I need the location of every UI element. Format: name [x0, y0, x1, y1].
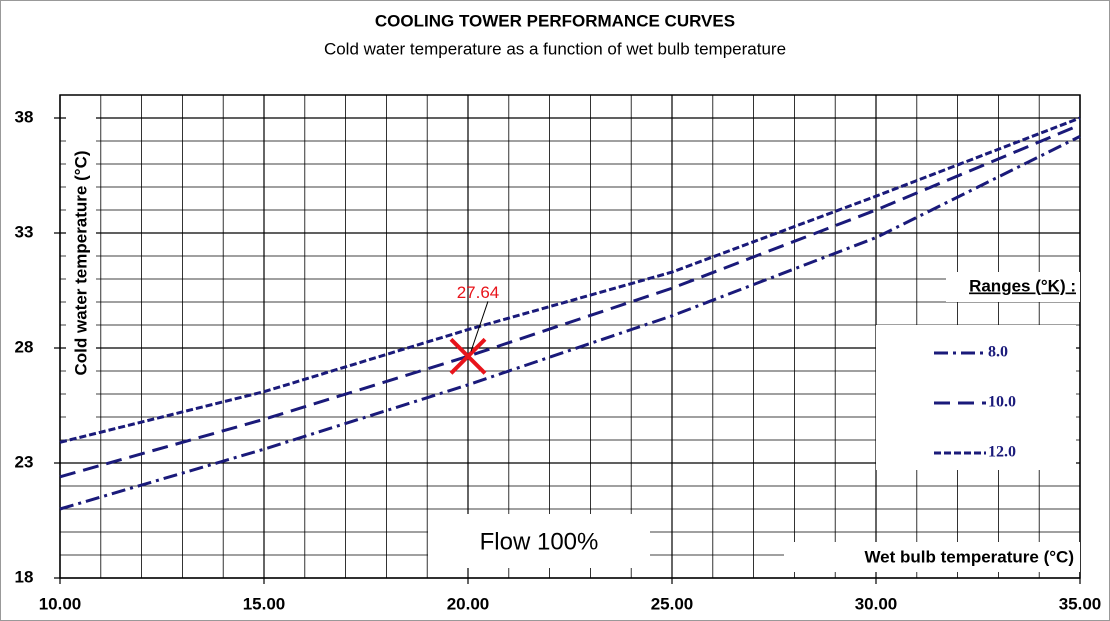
y-axis-label: Cold water temperature (°C)	[71, 150, 90, 375]
x-tick-label: 35.00	[1059, 594, 1102, 613]
annotation-arrow	[470, 301, 489, 352]
legend-title: Ranges (°K) :	[969, 276, 1076, 295]
x-tick-label: 30.00	[855, 594, 898, 613]
legend-label: 12.0	[988, 444, 1016, 461]
x-tick-label: 25.00	[651, 594, 694, 613]
x-axis-label: Wet bulb temperature (°C)	[864, 547, 1074, 566]
legend-title-bg	[946, 272, 1080, 302]
marker-stroke	[449, 337, 487, 375]
series-line	[59, 116, 1081, 444]
legend-box	[876, 325, 1076, 470]
x-tick-label: 15.00	[243, 594, 286, 613]
x-tick-label: 20.00	[447, 594, 490, 613]
lines	[59, 116, 1081, 511]
y-tick-label: 23	[15, 452, 34, 471]
chart-title: COOLING TOWER PERFORMANCE CURVES	[375, 11, 735, 30]
chart-subtitle: Cold water temperature as a function of …	[324, 39, 786, 58]
x-label-bg	[784, 542, 1080, 572]
legend-label: 10.0	[988, 394, 1016, 411]
series-line	[59, 123, 1081, 479]
annotation-marker	[449, 337, 487, 375]
legend-label: 8.0	[988, 344, 1008, 361]
y-tick-label: 33	[15, 222, 34, 241]
series-line	[59, 135, 1081, 511]
x-tick-label: 10.00	[39, 594, 82, 613]
y-tick-label: 38	[15, 107, 34, 126]
note: Flow 100%	[480, 528, 599, 555]
y-tick-label: 28	[15, 337, 34, 356]
y-tick-label: 18	[15, 567, 34, 586]
plot-border	[59, 94, 1081, 579]
note-box	[428, 514, 650, 568]
y-label-bg	[66, 100, 96, 426]
annotation-label: 27.64	[457, 283, 500, 302]
